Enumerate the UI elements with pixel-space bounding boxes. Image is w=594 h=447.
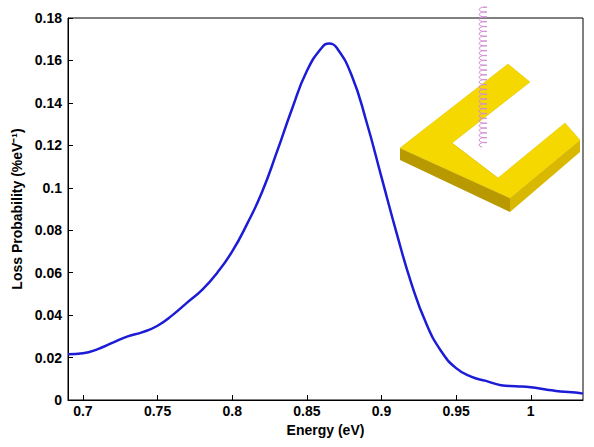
svg-text:0.18: 0.18 bbox=[35, 10, 62, 26]
svg-text:0.02: 0.02 bbox=[35, 350, 62, 366]
svg-text:Loss Probability (%eV⁻¹): Loss Probability (%eV⁻¹) bbox=[9, 128, 25, 289]
svg-text:0.8: 0.8 bbox=[222, 403, 242, 419]
svg-text:0.95: 0.95 bbox=[442, 403, 469, 419]
svg-text:0: 0 bbox=[54, 392, 62, 408]
svg-text:0.14: 0.14 bbox=[35, 95, 62, 111]
svg-text:0.7: 0.7 bbox=[73, 403, 93, 419]
svg-text:0.08: 0.08 bbox=[35, 222, 62, 238]
svg-text:0.16: 0.16 bbox=[35, 52, 62, 68]
svg-text:0.1: 0.1 bbox=[43, 180, 63, 196]
svg-text:0.85: 0.85 bbox=[293, 403, 320, 419]
svg-text:1: 1 bbox=[527, 403, 535, 419]
svg-text:0.04: 0.04 bbox=[35, 307, 62, 323]
svg-text:Energy (eV): Energy (eV) bbox=[287, 422, 365, 438]
svg-text:0.06: 0.06 bbox=[35, 265, 62, 281]
svg-text:0.12: 0.12 bbox=[35, 137, 62, 153]
svg-text:0.9: 0.9 bbox=[372, 403, 392, 419]
svg-text:0.75: 0.75 bbox=[144, 403, 171, 419]
